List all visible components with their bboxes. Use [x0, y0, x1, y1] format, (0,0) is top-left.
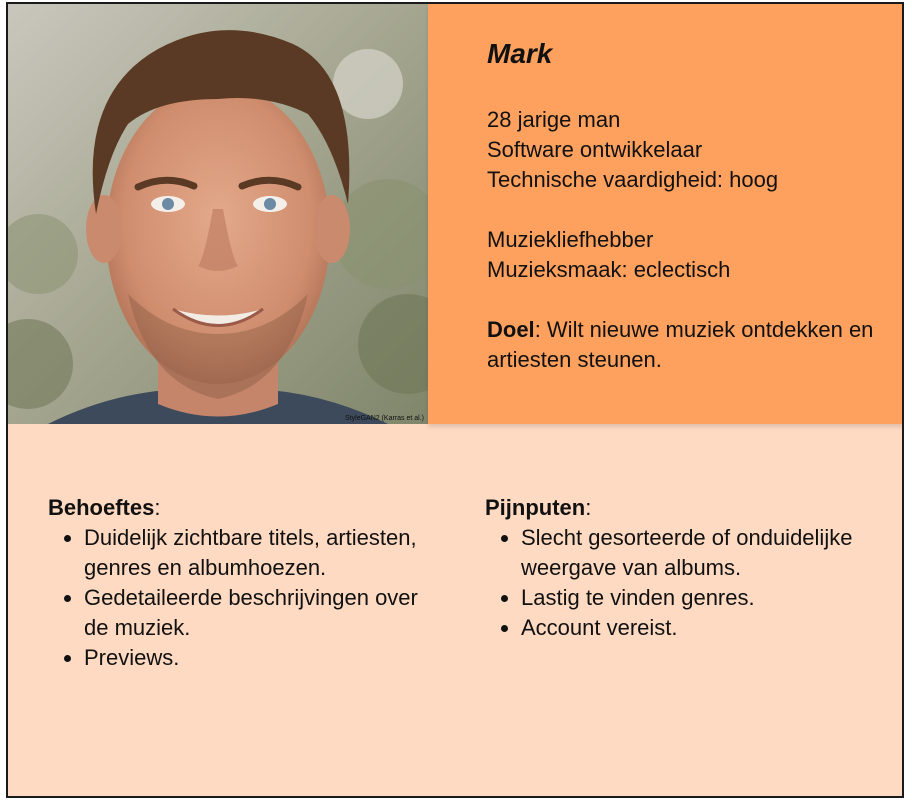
- interest-music-taste: Muzieksmaak: eclectisch: [487, 257, 731, 282]
- profile-panel: Mark 28 jarige man Software ontwikkelaar…: [428, 4, 902, 424]
- detail-age: 28 jarige man: [487, 107, 621, 132]
- detail-tech-skill: Technische vaardigheid: hoog: [487, 167, 779, 192]
- needs-item: Duidelijk zichtbare titels, artiesten, g…: [84, 523, 438, 583]
- persona-name: Mark: [487, 38, 553, 69]
- persona-photo: StyleGAN2 (Karras et al.): [8, 4, 428, 424]
- needs-section: Behoeftes: Duidelijk zichtbare titels, a…: [48, 493, 438, 673]
- pain-points-section: Pijnputen: Slecht gesorteerde of onduide…: [485, 493, 885, 643]
- needs-heading: Behoeftes:: [48, 493, 438, 523]
- pain-point-item: Account vereist.: [521, 613, 885, 643]
- pain-points-title: Pijnputen: [485, 495, 586, 520]
- pain-points-heading: Pijnputen:: [485, 493, 885, 523]
- interest-music-lover: Muziekliefhebber: [487, 227, 654, 252]
- photo-watermark: StyleGAN2 (Karras et al.): [345, 415, 424, 422]
- pain-point-item: Lastig te vinden genres.: [521, 583, 885, 613]
- pain-points-colon: :: [585, 495, 592, 520]
- needs-colon: :: [154, 495, 161, 520]
- needs-item: Gedetaileerde beschrijvingen over de muz…: [84, 583, 438, 643]
- pain-point-item: Slecht gesorteerde of onduidelijke weerg…: [521, 523, 885, 583]
- pain-points-list: Slecht gesorteerde of onduidelijke weerg…: [485, 523, 885, 643]
- goal-text: : Wilt nieuwe muziek ontdekken en arties…: [487, 317, 874, 372]
- detail-profession: Software ontwikkelaar: [487, 137, 703, 162]
- persona-card: StyleGAN2 (Karras et al.) Mark 28 jarige…: [6, 2, 904, 798]
- needs-title: Behoeftes: [48, 495, 155, 520]
- goal-label: Doel: [487, 317, 535, 342]
- portrait-image: [8, 4, 428, 424]
- needs-item: Previews.: [84, 643, 438, 673]
- persona-info: 28 jarige man Software ontwikkelaar Tech…: [487, 105, 902, 375]
- persona-goal: Doel: Wilt nieuwe muziek ontdekken en ar…: [487, 315, 902, 375]
- needs-list: Duidelijk zichtbare titels, artiesten, g…: [48, 523, 438, 673]
